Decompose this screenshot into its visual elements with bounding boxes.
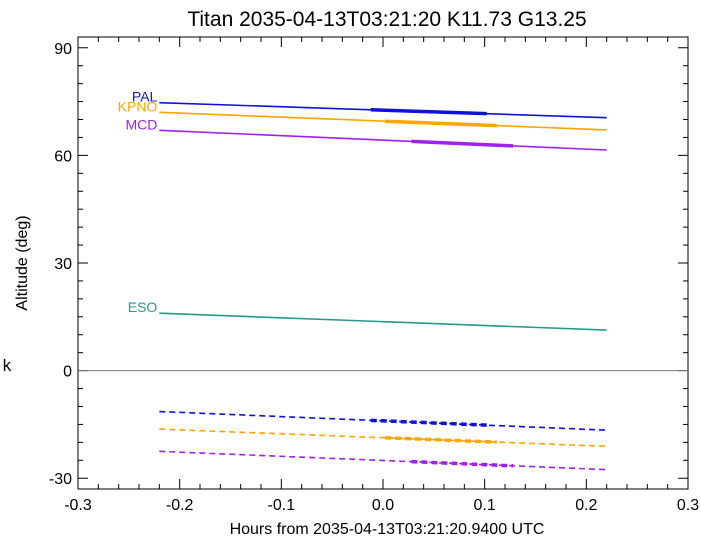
- kpno-below-horizon-line: [159, 428, 607, 448]
- y-tick-label: 30: [54, 256, 72, 273]
- kpno-altitude-line: [159, 111, 607, 131]
- y-tick-label: 90: [54, 41, 72, 58]
- mcd-altitude-line: [159, 129, 607, 151]
- mcd-highlight-segment: [411, 139, 514, 148]
- pal-highlight-segment: [370, 108, 487, 116]
- axis-ticks: -0.3 -0.2 -0.1 0.0 0.1 0.2 0.3 -30 0 30 60 90: [49, 37, 699, 514]
- y-tick-label: 60: [54, 148, 72, 165]
- series-group: [159, 101, 607, 471]
- x-tick-label: 0.1: [474, 497, 496, 514]
- mcd-below-horizon-line: [159, 450, 607, 471]
- station-label-eso: ESO: [128, 299, 158, 315]
- x-tick-label: -0.3: [64, 497, 92, 514]
- mcd-highlight-segment: [411, 459, 514, 468]
- kpno-highlight-segment: [384, 119, 497, 128]
- x-tick-label: -0.1: [268, 497, 296, 514]
- station-label-kpno: KPNO: [118, 98, 158, 114]
- chart-title: Titan 2035-04-13T03:21:20 K11.73 G13.25: [187, 8, 586, 31]
- station-label-pal: PAL: [132, 89, 158, 105]
- eso-altitude-line: [159, 312, 607, 331]
- y-tick-label: -30: [49, 471, 72, 488]
- x-tick-label: -0.2: [166, 497, 194, 514]
- x-axis-label: Hours from 2035-04-13T03:21:20.9400 UTC: [230, 521, 545, 538]
- side-label: k: [2, 356, 12, 375]
- x-tick-label: 0.0: [372, 497, 394, 514]
- x-tick-label: 0.2: [575, 497, 597, 514]
- kpno-highlight-segment: [384, 436, 497, 444]
- y-axis-label: Altitude (deg): [14, 215, 31, 310]
- station-label-mcd: MCD: [125, 116, 157, 132]
- x-tick-label: 0.3: [677, 497, 699, 514]
- y-tick-label: 0: [63, 364, 72, 381]
